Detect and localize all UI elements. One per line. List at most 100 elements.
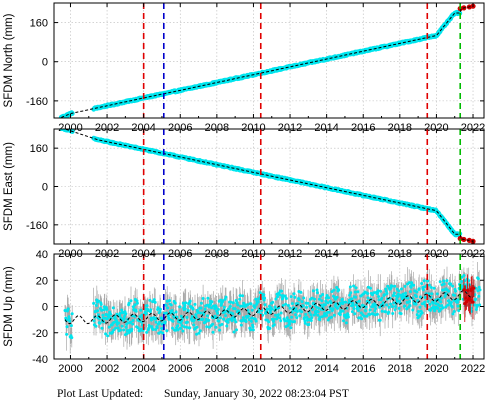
- observation-point: [303, 316, 306, 320]
- observation-point: [390, 284, 394, 288]
- recent-point: [472, 286, 476, 290]
- observation-point: [180, 324, 184, 327]
- observation-point: [97, 299, 101, 303]
- observation-point: [379, 289, 383, 293]
- observation-point: [397, 289, 401, 293]
- observation-point: [408, 300, 412, 303]
- observation-point: [207, 305, 211, 309]
- observation-point: [135, 299, 139, 303]
- observation-point: [124, 312, 128, 316]
- observation-point: [136, 326, 140, 330]
- observation-point: [193, 302, 197, 306]
- observation-point: [140, 320, 143, 324]
- observation-point: [253, 305, 257, 309]
- observation-point: [267, 320, 271, 324]
- observation-point: [445, 292, 449, 296]
- observation-point: [238, 297, 242, 301]
- observation-point: [390, 305, 394, 309]
- data-layer: [59, 129, 476, 244]
- observation-point: [67, 317, 71, 321]
- observation-point: [254, 319, 258, 323]
- observation-point: [429, 308, 432, 312]
- observation-point: [477, 294, 481, 298]
- observation-point: [391, 312, 395, 315]
- observation-point: [144, 312, 148, 316]
- observation-point: [438, 280, 442, 284]
- observation-point: [195, 325, 199, 329]
- observation-point: [353, 290, 357, 294]
- observation-point: [316, 310, 320, 314]
- observation-point: [303, 321, 307, 325]
- observation-point: [192, 318, 196, 322]
- observation-point: [199, 311, 203, 315]
- observation-point: [403, 284, 407, 288]
- observation-point: [184, 301, 188, 305]
- panel-1: 2000 2002 2004 2006 2008 2010 2012 2014 2016 2018…: [3, 2, 485, 134]
- observation-point: [188, 299, 192, 303]
- observation-point: [163, 320, 167, 324]
- observation-point: [214, 325, 218, 329]
- observation-point: [120, 324, 124, 328]
- observation-point: [158, 320, 162, 324]
- observation-point: [421, 288, 425, 292]
- observation-point: [247, 318, 251, 322]
- observation-point: [206, 296, 210, 300]
- observation-point: [414, 302, 418, 306]
- observation-point: [383, 293, 387, 297]
- observation-point: [263, 303, 267, 307]
- observation-point: [280, 289, 284, 293]
- x-tick-label: 2002: [95, 363, 119, 375]
- observation-point: [109, 312, 112, 316]
- observation-point: [228, 304, 232, 308]
- observation-point: [179, 326, 182, 330]
- observation-point: [114, 326, 118, 330]
- observation-point: [195, 332, 199, 336]
- observation-point: [268, 311, 272, 315]
- observation-point: [366, 296, 370, 300]
- observation-point: [348, 285, 352, 289]
- observation-point: [231, 312, 235, 316]
- observation-point: [344, 300, 348, 304]
- observation-point: [211, 330, 215, 334]
- observation-point: [317, 297, 321, 301]
- observation-point: [221, 299, 225, 303]
- observation-point: [368, 308, 372, 312]
- observation-point: [439, 296, 443, 300]
- observation-point: [96, 313, 100, 317]
- observation-point: [428, 302, 432, 306]
- observation-point: [350, 297, 354, 301]
- observation-point: [106, 334, 110, 338]
- observation-point: [311, 289, 315, 293]
- observation-point: [239, 323, 243, 327]
- observation-point: [336, 306, 339, 310]
- observation-point: [235, 301, 239, 305]
- observation-point: [127, 331, 131, 334]
- observation-point: [443, 294, 447, 298]
- observation-point: [120, 308, 124, 312]
- observation-point: [98, 317, 102, 321]
- observation-point: [92, 319, 96, 323]
- observation-point: [247, 314, 250, 318]
- observation-point: [131, 319, 135, 322]
- observation-point: [453, 293, 457, 297]
- observation-point: [183, 304, 187, 308]
- observation-point: [199, 306, 203, 310]
- observation-point: [449, 282, 453, 286]
- observation-point: [222, 305, 226, 309]
- observation-point: [411, 308, 415, 312]
- observation-point: [210, 306, 213, 310]
- observation-point: [389, 302, 393, 306]
- observation-point: [309, 313, 313, 317]
- x-tick-label: 2000: [58, 363, 82, 375]
- observation-point: [368, 313, 372, 316]
- observation-point: [456, 304, 460, 308]
- observation-point: [420, 311, 424, 315]
- observation-point: [407, 281, 411, 285]
- observation-point: [119, 328, 122, 332]
- observation-point: [387, 305, 391, 309]
- observation-point: [171, 319, 175, 323]
- observation-point: [250, 308, 254, 312]
- observation-point: [233, 307, 237, 311]
- observation-point: [400, 287, 403, 291]
- observation-point: [309, 319, 313, 322]
